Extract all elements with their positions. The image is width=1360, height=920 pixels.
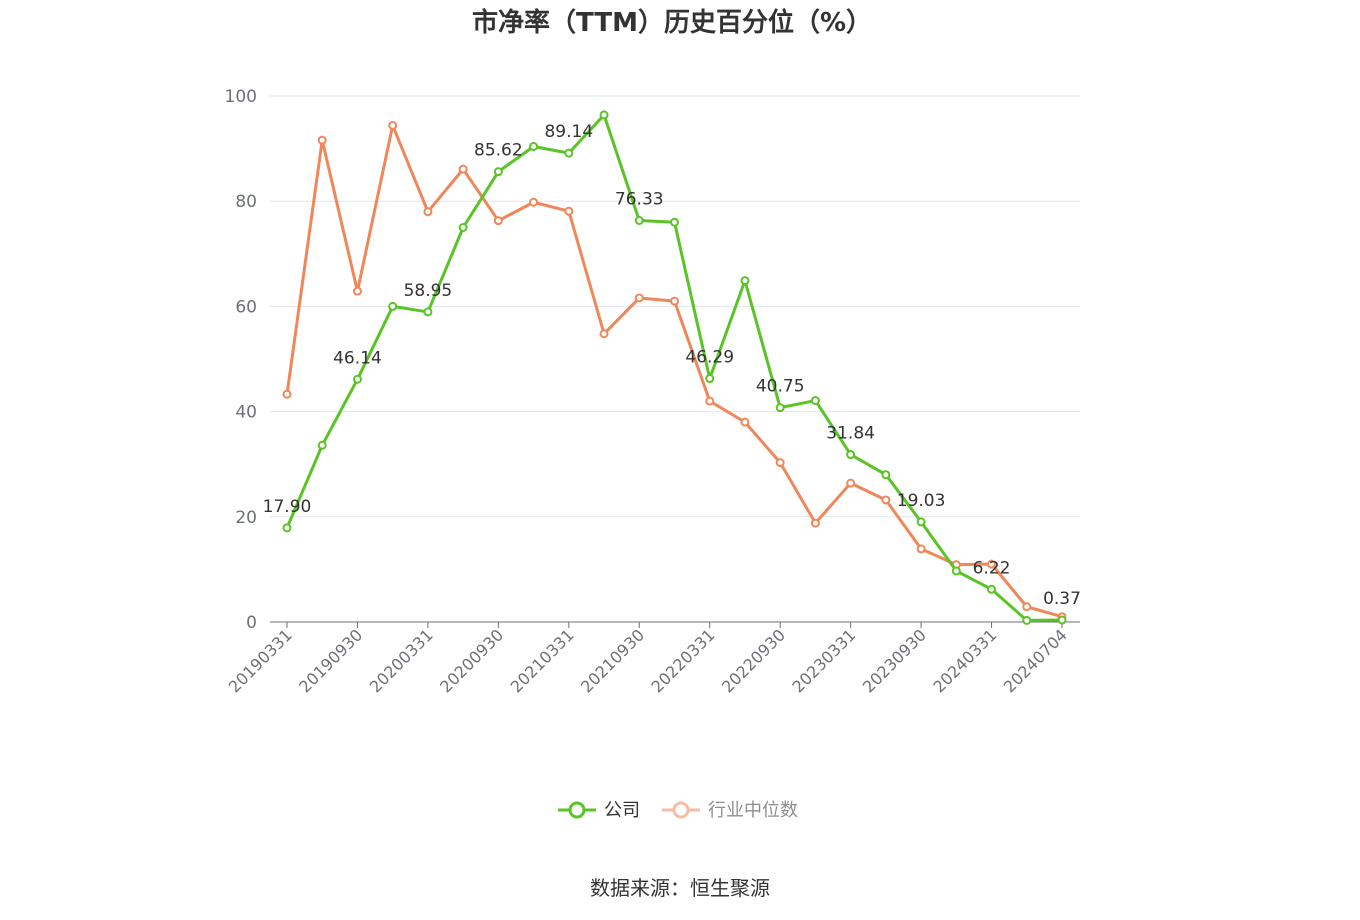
y-tick-label: 20 — [235, 508, 257, 528]
x-axis: 20190331 20190930 20200331 20200930 20210331… — [225, 621, 1080, 696]
data-point — [564, 148, 574, 158]
data-point — [1057, 615, 1067, 625]
data-point — [775, 403, 785, 413]
legend-item-company[interactable]: 公司 — [558, 800, 640, 821]
data-point — [529, 141, 539, 151]
data-label: 31.84 — [826, 424, 875, 444]
x-tick-label: 20210930 — [577, 625, 648, 696]
data-point — [458, 164, 468, 174]
data-point — [1022, 602, 1032, 612]
series-line — [285, 113, 1063, 622]
y-tick-label: 40 — [235, 403, 257, 423]
data-labels: 17.90 46.14 58.95 85.62 89.14 76.33 46.29 40.75… — [263, 122, 1081, 609]
data-point — [916, 544, 926, 554]
y-tick-label: 100 — [225, 87, 257, 107]
data-point — [317, 440, 327, 450]
data-point — [740, 417, 750, 427]
data-point — [705, 374, 715, 384]
data-point — [881, 470, 891, 480]
data-label: 46.14 — [333, 348, 382, 368]
data-label: 0.37 — [1043, 589, 1081, 609]
data-point — [670, 217, 679, 227]
series-line — [285, 123, 1063, 619]
series-company — [282, 110, 1067, 625]
data-point — [423, 307, 433, 317]
x-tick-label: 20240704 — [1000, 625, 1071, 696]
data-label: 6.22 — [973, 558, 1011, 578]
data-point — [810, 518, 820, 528]
data-point — [846, 478, 856, 488]
data-label: 17.90 — [263, 497, 312, 517]
data-point — [599, 329, 609, 339]
x-tick-label: 20240331 — [929, 625, 1000, 696]
chart-title: 市净率（TTM）历史百分位（%） — [472, 7, 872, 38]
data-point — [634, 216, 644, 226]
data-point — [564, 206, 574, 216]
data-label: 46.29 — [685, 348, 734, 368]
data-label: 58.95 — [404, 281, 453, 301]
data-point — [705, 396, 715, 406]
x-tick-label: 20230930 — [859, 625, 930, 696]
data-point — [317, 135, 327, 145]
data-point — [493, 167, 503, 177]
data-point — [846, 450, 856, 460]
data-point — [282, 523, 292, 533]
y-axis: 0 20 40 60 80 100 — [225, 87, 257, 633]
x-tick-label: 20220930 — [718, 625, 789, 696]
data-point — [810, 396, 820, 406]
y-tick-label: 0 — [246, 613, 257, 633]
legend[interactable]: 公司 行业中位数 — [558, 800, 798, 821]
data-point — [352, 374, 362, 384]
data-point — [1022, 615, 1032, 625]
data-point — [670, 296, 679, 306]
legend-marker — [672, 801, 690, 819]
data-point — [916, 517, 926, 527]
data-point — [987, 559, 997, 569]
y-tick-label: 60 — [235, 297, 257, 317]
data-point — [493, 216, 503, 226]
data-point — [881, 495, 891, 505]
data-label: 76.33 — [615, 190, 664, 210]
x-tick-label: 20200930 — [436, 625, 507, 696]
series-industry-median — [282, 120, 1067, 622]
data-label: 89.14 — [544, 122, 593, 142]
data-point — [282, 389, 292, 399]
x-tick-label: 20210331 — [507, 625, 578, 696]
data-point — [529, 197, 539, 207]
data-point — [599, 110, 609, 120]
legend-marker — [568, 801, 586, 819]
legend-label: 公司 — [604, 800, 640, 821]
x-tick-label: 20230331 — [788, 625, 859, 696]
data-point — [458, 223, 468, 232]
data-label: 40.75 — [756, 377, 805, 397]
x-tick-label: 20190331 — [225, 625, 296, 696]
series-lines — [282, 110, 1067, 625]
y-tick-label: 80 — [235, 192, 257, 212]
data-point — [740, 276, 750, 286]
data-point — [634, 293, 644, 303]
x-tick-label: 20200331 — [366, 625, 437, 696]
legend-label: 行业中位数 — [708, 800, 798, 821]
legend-item-industry-median[interactable]: 行业中位数 — [662, 800, 798, 821]
data-point — [388, 301, 398, 311]
data-point — [388, 120, 398, 130]
x-tick-label: 20190930 — [295, 625, 366, 696]
data-point — [352, 286, 362, 296]
data-label: 19.03 — [897, 491, 946, 511]
source-note: 数据来源：恒生聚源 — [590, 876, 770, 900]
data-label: 85.62 — [474, 141, 523, 161]
data-point — [423, 207, 433, 217]
data-point — [987, 584, 997, 594]
data-point — [775, 458, 785, 468]
x-tick-label: 20220331 — [648, 625, 719, 696]
data-point — [951, 566, 961, 576]
